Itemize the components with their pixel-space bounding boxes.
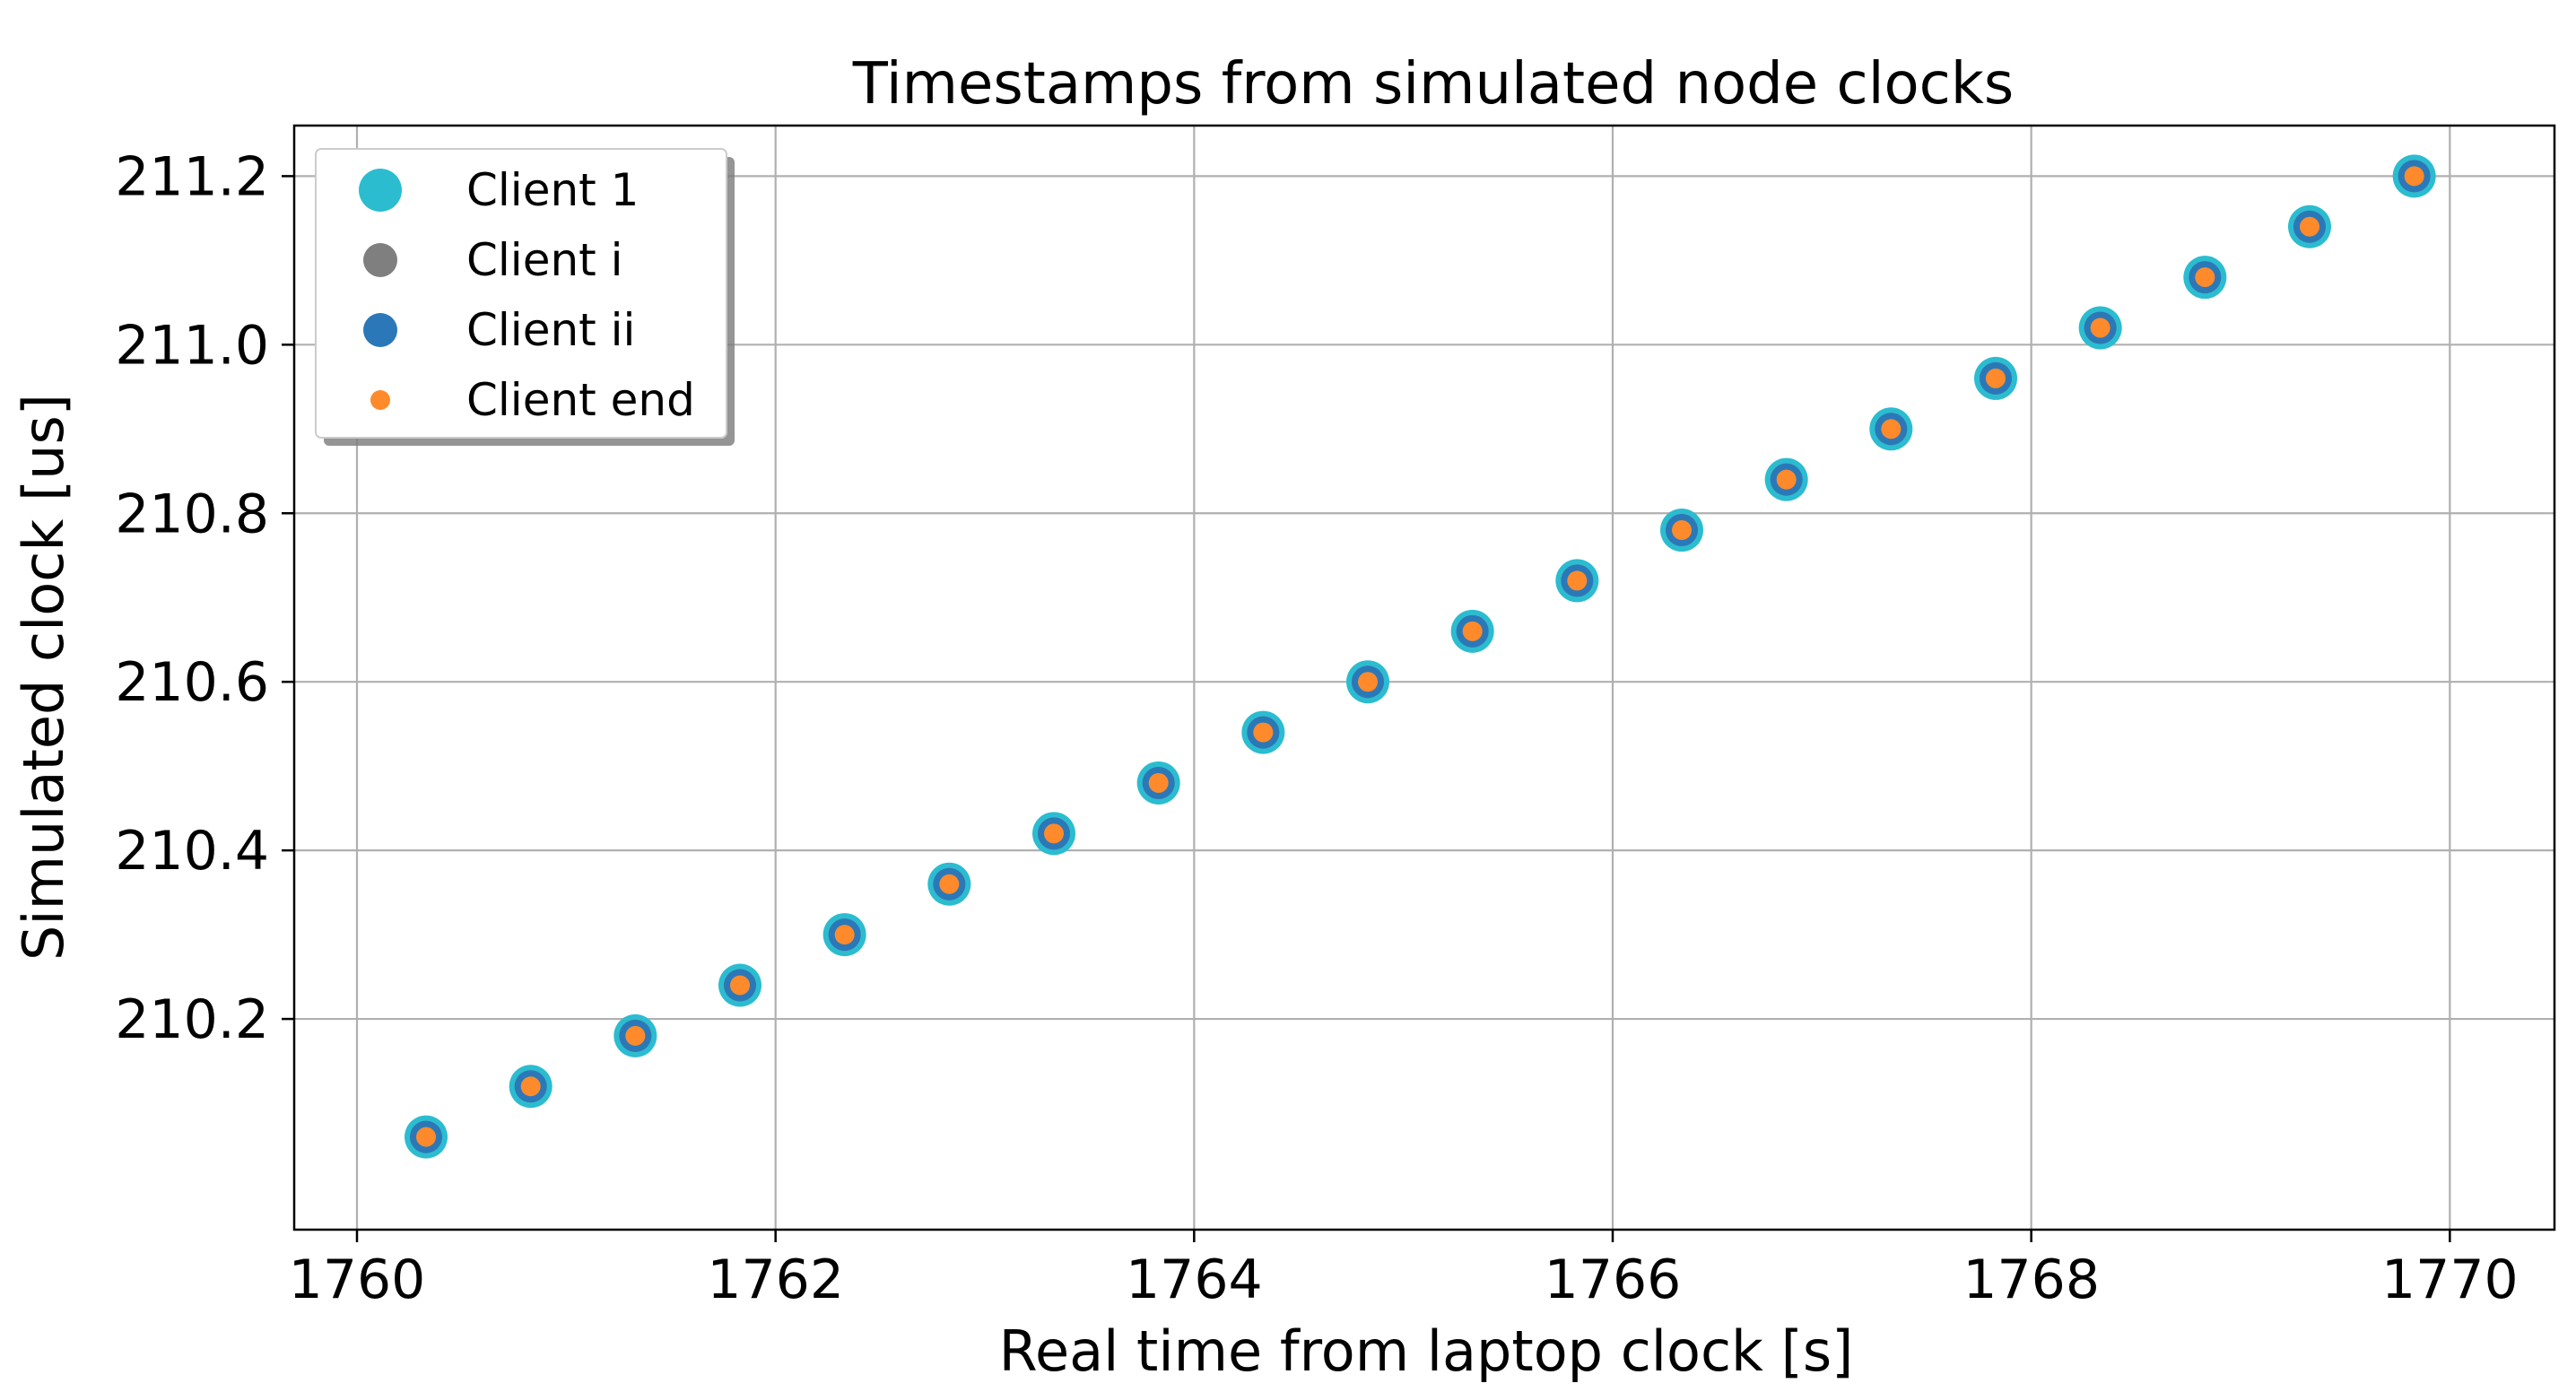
- data-points: [405, 154, 2436, 1159]
- point-client-end: [1672, 520, 1692, 541]
- plot-area-frame: [292, 124, 2556, 1231]
- point-client-end: [939, 874, 960, 894]
- x-tick-label: 1766: [1545, 1248, 1682, 1311]
- point-client-end: [834, 925, 855, 945]
- point-client-end: [1253, 722, 1274, 743]
- x-tick-label: 1770: [2381, 1248, 2519, 1311]
- x-axis-label: Real time from laptop clock [s]: [999, 1318, 1854, 1384]
- point-client-end: [1148, 772, 1169, 793]
- point-client-end: [2300, 216, 2319, 237]
- legend-marker: [363, 243, 397, 277]
- legend: Client 1 Client i Client ii Client end: [315, 148, 735, 446]
- point-client-end: [1567, 570, 1588, 591]
- y-tick-label: 211.0: [115, 314, 269, 377]
- legend-label: Client end: [466, 374, 695, 426]
- x-tick-label: 1760: [289, 1248, 426, 1311]
- point-client-end: [416, 1127, 436, 1147]
- x-tick-label: 1762: [707, 1248, 844, 1311]
- point-client-end: [2404, 166, 2424, 187]
- point-client-end: [2090, 318, 2110, 338]
- legend-label: Client ii: [466, 304, 635, 356]
- point-client-end: [730, 975, 750, 996]
- y-tick-label: 210.6: [115, 651, 269, 714]
- y-tick-label: 210.2: [115, 988, 269, 1051]
- point-client-end: [1044, 823, 1064, 844]
- legend-marker: [363, 313, 397, 347]
- point-client-end: [1776, 469, 1797, 490]
- legend-marker: [359, 169, 402, 212]
- point-client-end: [625, 1025, 646, 1046]
- legend-marker: [370, 390, 390, 410]
- series-client-end: [416, 166, 2424, 1147]
- axis-ticks: 1760 1762 1764 1766 1768 1770 210.2 210.4 210.6 2…: [115, 145, 2518, 1311]
- point-client-end: [1881, 419, 1902, 439]
- x-tick-label: 1764: [1126, 1248, 1263, 1311]
- legend-label: Client 1: [466, 164, 639, 216]
- x-tick-label: 1768: [1962, 1248, 2100, 1311]
- y-tick-label: 210.8: [115, 483, 269, 545]
- point-client-end: [520, 1076, 541, 1097]
- point-client-end: [1462, 621, 1483, 641]
- y-tick-label: 210.4: [115, 820, 269, 883]
- y-tick-label: 211.2: [115, 145, 269, 208]
- legend-box: [315, 148, 727, 439]
- y-axis-label: Simulated clock [us]: [11, 394, 76, 961]
- legend-label: Client i: [466, 234, 623, 286]
- chart-title: Timestamps from simulated node clocks: [852, 51, 2014, 117]
- point-client-end: [1986, 368, 2006, 388]
- point-client-end: [2195, 267, 2215, 288]
- point-client-end: [1358, 672, 1378, 692]
